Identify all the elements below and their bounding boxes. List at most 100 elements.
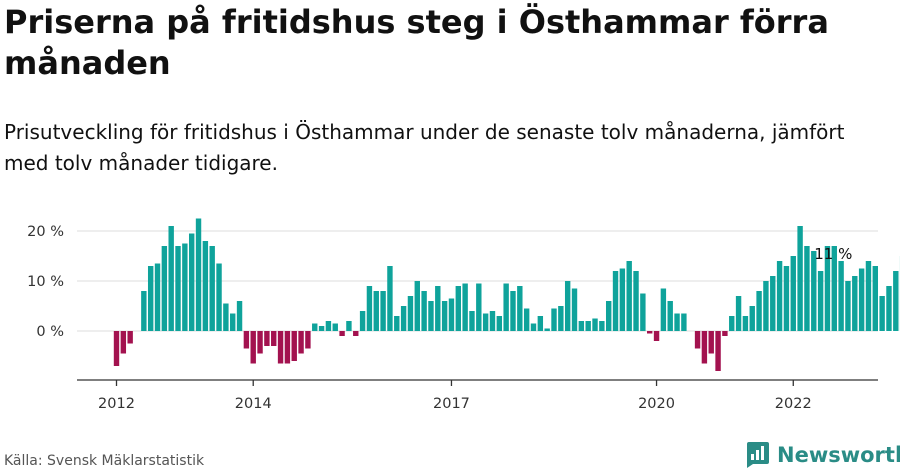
bar [838,261,844,331]
newsworthy-logo-icon [747,442,769,468]
bar [188,233,195,331]
bar [435,286,441,331]
bar [776,261,783,331]
bar [353,331,359,336]
bar [202,241,209,331]
bar [175,246,181,331]
bar [168,226,174,331]
bar [626,261,632,331]
bar [578,321,585,331]
bar [783,266,790,331]
bar [489,311,496,331]
x-tick-label: 2020 [638,396,675,412]
x-tick-label: 2017 [433,396,470,412]
bar [195,218,202,331]
y-tick-label: 20 % [27,224,64,240]
bar [681,313,687,331]
bar [510,291,516,331]
bar [127,331,133,344]
bar [640,293,646,331]
bar [455,286,461,331]
y-tick-label: 0 % [36,324,64,340]
bar [592,318,598,331]
bar [448,298,455,331]
bar [551,308,557,331]
bar [653,331,660,341]
bar [879,296,885,331]
bar [223,303,229,331]
bar [359,311,366,331]
bar [161,246,168,331]
bar [332,323,338,331]
bar [872,266,878,331]
bar [325,321,332,331]
bar [599,321,605,331]
bar [120,331,127,354]
bar [845,281,851,331]
bar [113,331,120,366]
bar [517,286,523,331]
bars [113,218,900,371]
bar [605,301,612,331]
bar [339,331,345,336]
brand-name: Newsworthy [777,443,900,467]
bar [380,291,386,331]
bar [756,291,762,331]
bar [694,331,701,349]
bar [831,246,837,331]
bar [817,271,824,331]
bar [373,291,379,331]
y-axis-ticks: 0 % 10 % 20 % [27,224,64,340]
bar [667,301,673,331]
bar [722,331,728,336]
bar [305,331,311,349]
bar [257,331,263,354]
bar [469,311,475,331]
bar [770,276,776,331]
latest-value-label: 11 % [814,245,852,263]
bar [701,331,708,364]
bar [400,306,407,331]
bar [421,291,427,331]
page-title: Priserna på fritidshus steg i Östhammar … [4,3,829,82]
bar [366,286,373,331]
bar [735,296,742,331]
bar [811,251,817,331]
bar [277,331,284,364]
bar [564,281,571,331]
bar [141,291,147,331]
bar [729,316,735,331]
bar [544,328,550,331]
bar [154,263,161,331]
bar [749,306,755,331]
bar [742,316,749,331]
x-tick-label: 2022 [775,396,812,412]
bar [462,283,468,331]
bar [763,281,769,331]
x-tick-label: 2014 [235,396,272,412]
bar [298,331,304,354]
bar [496,316,503,331]
bar [414,281,420,331]
bar [797,226,803,331]
bar [209,246,215,331]
bar [824,246,831,331]
bar [291,331,297,361]
bar [612,271,619,331]
bar [503,283,509,331]
bar [271,331,277,346]
bar [216,263,222,331]
bar [647,331,653,334]
bar [523,308,530,331]
bar [715,331,721,371]
bar [633,271,639,331]
bar [230,313,236,331]
bar [476,283,482,331]
bar [674,313,680,331]
bar [387,266,393,331]
bar [619,268,626,331]
bar [790,256,796,331]
bar [236,301,243,331]
bar [428,301,434,331]
bar [886,286,892,331]
